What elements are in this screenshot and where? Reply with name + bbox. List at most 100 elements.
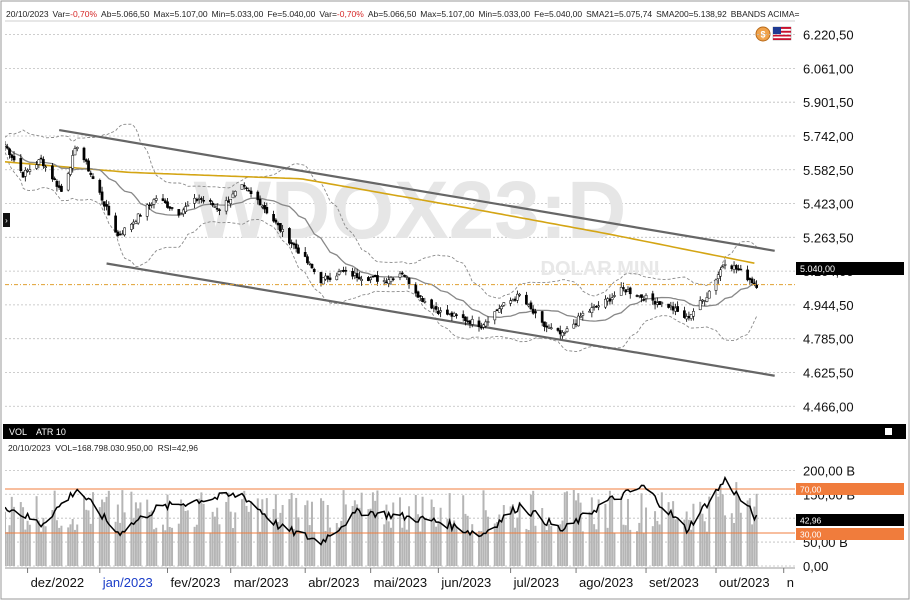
volume-bar [274, 494, 277, 566]
price-tick-label: 5.742,00 [803, 129, 854, 144]
us-flag-icon[interactable] [772, 26, 792, 41]
candle-body [82, 147, 86, 161]
volume-bar [245, 505, 248, 566]
volume-bar [557, 524, 559, 566]
candle-body [371, 276, 375, 278]
volume-bar [417, 514, 420, 566]
volume-bar [498, 514, 501, 566]
volume-bar [85, 509, 88, 566]
candle-body [256, 191, 260, 201]
header-max: Max=5.107,00 [154, 9, 208, 19]
volume-bar [462, 495, 465, 566]
volume-bar [687, 519, 690, 566]
candle-body [328, 277, 332, 280]
trend-channel[interactable] [58, 128, 775, 377]
header-var-label-2: Var= [319, 9, 337, 19]
volume-bar [376, 490, 379, 566]
candle-body [660, 302, 664, 304]
volume-bar [281, 504, 284, 566]
candle-body [432, 307, 436, 309]
volume-bar [358, 507, 361, 566]
candle-body [321, 277, 325, 285]
watermark-symbol: WDOX23:D [194, 165, 627, 256]
volume-bar [608, 490, 611, 566]
candle-body [516, 293, 519, 301]
candle-body [484, 321, 488, 327]
candle-body [486, 321, 490, 323]
candle-body [145, 204, 149, 217]
candle-body [73, 148, 77, 156]
candle-body [35, 164, 38, 169]
volume-bar [335, 523, 338, 566]
candle-body [130, 223, 133, 230]
candle-body [637, 295, 641, 297]
volume-bar [28, 524, 31, 566]
candle-body [367, 277, 370, 282]
volume-bar [690, 529, 693, 566]
candle-body [218, 209, 221, 211]
candle-body [676, 306, 679, 312]
channel-lower-line[interactable] [106, 262, 775, 377]
channel-upper-line[interactable] [58, 128, 775, 252]
candle-body [398, 273, 402, 278]
header-min-2: Min=5.033,00 [478, 9, 530, 19]
candle-body [667, 303, 670, 308]
candle-body [719, 269, 722, 277]
price-tick-label: 4.466,00 [803, 399, 854, 414]
candle-body [28, 169, 32, 172]
chevron-right-icon[interactable]: › [5, 216, 8, 225]
candle-body [306, 256, 309, 264]
price-axis-labels: 6.220,50 6.061,00 5.901,50 5.742,00 5.582,50… [803, 28, 854, 415]
candle-body [170, 207, 174, 209]
volume-bar [455, 525, 458, 566]
header-sma21: SMA21=5.075,74 [586, 9, 652, 19]
maximize-panel-icon[interactable] [885, 428, 892, 435]
candle-body [640, 294, 643, 298]
volume-bar [193, 526, 196, 566]
candle-body [588, 310, 591, 313]
tab-vol[interactable]: VOL [9, 427, 27, 437]
volume-bar [58, 527, 61, 566]
panel-collapse-tab[interactable] [3, 213, 10, 227]
candle-body [382, 280, 386, 282]
candle-body [168, 206, 172, 209]
candle-body [403, 274, 406, 277]
candle-body [658, 301, 661, 306]
volume-bar [446, 518, 449, 566]
volume-bar [705, 531, 708, 566]
volume-bar [265, 498, 268, 566]
volume-bar [202, 503, 205, 566]
volume-bar [19, 502, 22, 566]
volume-bar [593, 524, 596, 566]
currency-icons[interactable]: $ [755, 26, 792, 42]
candle-body [5, 146, 9, 149]
volume-bar [629, 529, 632, 566]
volume-bar [247, 511, 250, 566]
candle-body [581, 313, 585, 316]
volume-bar [53, 490, 56, 566]
candle-body [446, 309, 449, 315]
candle-body [229, 199, 233, 204]
volume-bar [676, 517, 679, 566]
candle-body [319, 272, 323, 284]
volume-bar [209, 532, 212, 566]
dollar-coin-icon[interactable] [755, 26, 771, 42]
candle-body [360, 278, 363, 281]
header-sma200: SMA200=5.138,92 [656, 9, 727, 19]
x-tick-label: ago/2023 [579, 575, 633, 590]
volume-bar [640, 493, 643, 566]
tab-atr10[interactable]: ATR 10 [36, 427, 66, 437]
volume-bar [279, 512, 282, 566]
x-tick-label: out/2023 [719, 575, 770, 590]
volume-bar [67, 527, 70, 566]
candle-body [105, 204, 108, 207]
candle-body [477, 320, 481, 328]
candle-body [324, 275, 327, 280]
candle-body [635, 295, 639, 297]
volume-bar [360, 492, 363, 566]
candle-body [500, 306, 503, 310]
volume-bar [613, 532, 616, 566]
candle-body [179, 213, 183, 216]
